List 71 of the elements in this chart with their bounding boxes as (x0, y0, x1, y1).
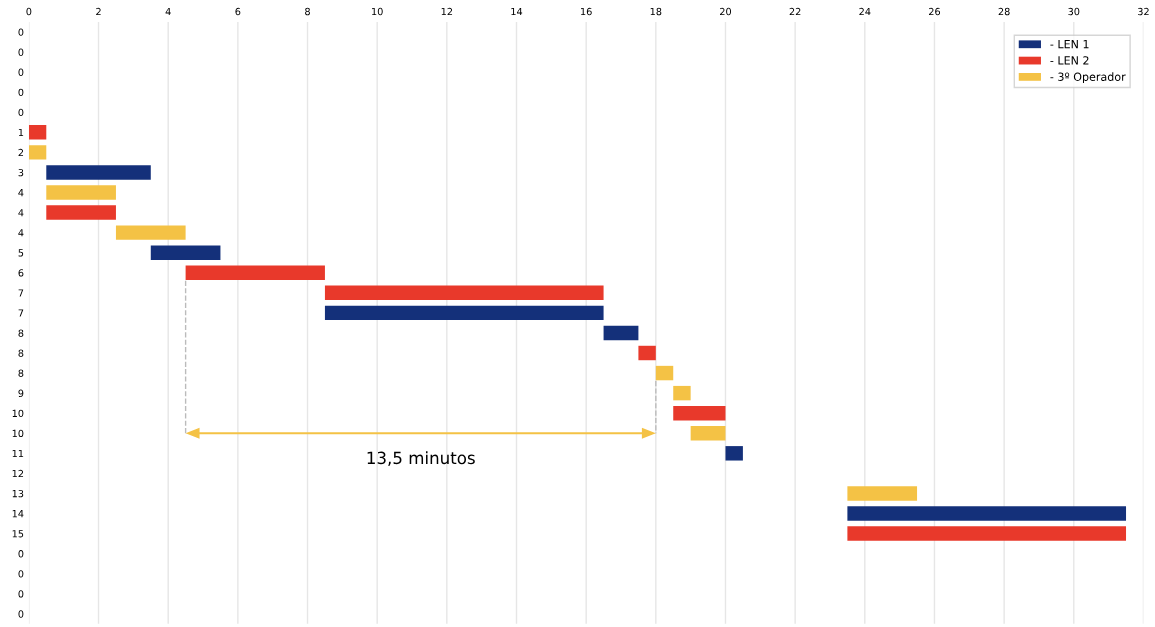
y-tick-label: 0 (18, 88, 24, 96)
bar (638, 345, 656, 361)
y-tick-label: 0 (18, 590, 24, 598)
bar (725, 446, 743, 461)
x-tick-label: 10 (372, 7, 383, 16)
y-tick-label: 2 (18, 148, 24, 157)
legend-label: - 3º Operador (1050, 72, 1126, 84)
y-tick-label: 7 (18, 309, 24, 317)
x-tick-label: 18 (650, 7, 662, 16)
bar (847, 506, 1127, 521)
bar (324, 305, 604, 321)
bar (673, 405, 726, 421)
x-tick-label: 30 (1068, 7, 1080, 16)
bar (46, 165, 151, 180)
y-tick-label: 8 (18, 329, 24, 337)
y-tick-label: 1 (18, 128, 24, 136)
x-tick-label: 20 (720, 7, 732, 16)
y-tick-label: 4 (18, 209, 24, 217)
y-tick-label: 0 (18, 48, 24, 56)
bar (46, 205, 116, 220)
x-tick-label: 6 (235, 7, 241, 16)
y-tick-label: 0 (18, 28, 24, 36)
y-tick-label: 0 (18, 68, 24, 76)
bar (847, 486, 918, 501)
x-tick-label: 24 (859, 7, 871, 16)
annotation: 13,5 minutos (367, 451, 475, 466)
x-tick-label: 16 (581, 7, 592, 16)
y-tick-label: 15 (12, 530, 24, 538)
y-tick-label: 0 (18, 610, 24, 618)
y-tick-label: 7 (18, 289, 24, 297)
legend-label: - LEN 1 (1050, 40, 1089, 49)
y-tick-label: 10 (12, 429, 24, 438)
x-tick-label: 32 (1138, 7, 1149, 16)
y-tick-label: 4 (18, 229, 24, 237)
bar (655, 365, 674, 381)
bar (28, 145, 47, 160)
y-tick-label: 9 (18, 389, 24, 397)
x-tick-label: 22 (789, 7, 801, 16)
bar (28, 125, 47, 140)
y-tick-label: 13 (12, 489, 24, 498)
x-tick-label: 8 (305, 7, 310, 16)
legend-label: - LEN 2 (1050, 56, 1089, 65)
y-tick-label: 0 (18, 550, 24, 558)
bar (673, 385, 691, 401)
bar (46, 185, 116, 200)
x-tick-label: 0 (26, 7, 32, 16)
x-tick-label: 14 (511, 7, 523, 16)
bar (847, 526, 1127, 541)
y-tick-label: 11 (12, 449, 24, 458)
x-tick-label: 12 (441, 7, 453, 16)
x-tick-label: 2 (96, 7, 101, 16)
y-tick-label: 0 (18, 108, 24, 117)
y-tick-label: 12 (12, 469, 24, 478)
x-tick-label: 28 (998, 7, 1010, 16)
y-tick-label: 8 (18, 369, 24, 377)
y-tick-label: 14 (12, 510, 24, 518)
y-tick-label: 4 (18, 189, 24, 197)
bar (185, 265, 325, 280)
bar (150, 245, 221, 260)
bar (115, 225, 186, 240)
bar (690, 426, 726, 441)
y-tick-label: 10 (12, 409, 24, 418)
y-tick-label: 6 (18, 269, 24, 277)
y-tick-label: 0 (18, 570, 24, 578)
y-tick-label: 3 (18, 168, 24, 177)
bar (603, 325, 639, 341)
y-tick-label: 8 (18, 349, 24, 357)
x-tick-label: 4 (165, 7, 171, 16)
x-tick-label: 26 (928, 7, 941, 16)
y-tick-label: 5 (18, 249, 24, 257)
bar (324, 285, 604, 301)
